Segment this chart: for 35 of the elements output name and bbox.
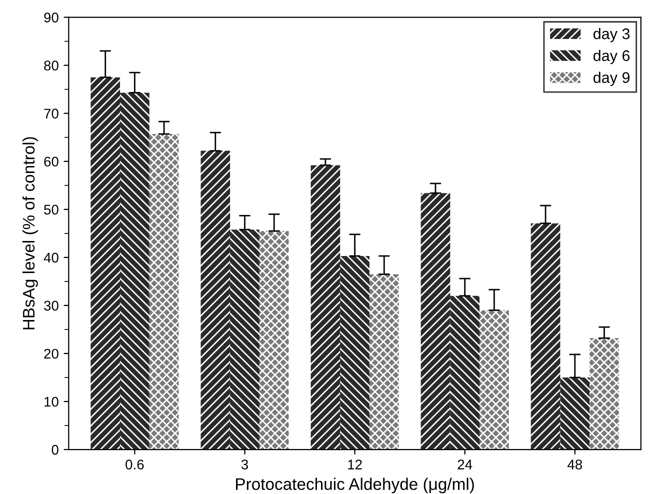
y-tick-label: 0 bbox=[52, 444, 58, 455]
bar bbox=[230, 230, 260, 450]
x-tick-label: 12 bbox=[348, 460, 362, 470]
x-tick-label: 24 bbox=[458, 460, 472, 470]
bar bbox=[149, 134, 179, 450]
x-axis-title: Protocatechuic Aldehyde (μg/ml) bbox=[236, 478, 474, 494]
legend-label: day 6 bbox=[593, 50, 630, 64]
bar bbox=[259, 231, 289, 450]
y-axis-title: HBsAg level (% of control) bbox=[22, 137, 38, 330]
legend-label: day 3 bbox=[593, 28, 630, 42]
bar bbox=[420, 193, 450, 450]
bar bbox=[200, 150, 230, 450]
y-tick-label: 20 bbox=[44, 348, 58, 359]
y-tick-label: 50 bbox=[44, 204, 58, 215]
y-tick-label: 90 bbox=[44, 12, 58, 22]
x-tick-label: 0.6 bbox=[126, 460, 144, 470]
y-tick-label: 70 bbox=[44, 108, 58, 119]
bar bbox=[90, 77, 120, 450]
y-tick-label: 30 bbox=[44, 300, 58, 311]
y-tick-label: 80 bbox=[44, 60, 58, 70]
legend-label: day 9 bbox=[593, 72, 630, 86]
bar bbox=[369, 274, 399, 450]
bar bbox=[120, 92, 150, 450]
x-tick-label: 3 bbox=[241, 460, 248, 470]
bar bbox=[590, 338, 619, 450]
y-tick-label: 40 bbox=[44, 252, 58, 263]
bar bbox=[310, 165, 340, 450]
bar bbox=[480, 310, 509, 450]
bar bbox=[450, 296, 480, 450]
y-tick-label: 10 bbox=[44, 396, 58, 407]
x-tick-label: 48 bbox=[567, 460, 582, 470]
bar bbox=[340, 256, 370, 450]
y-tick-label: 60 bbox=[44, 156, 58, 167]
bar bbox=[560, 378, 590, 450]
bar bbox=[530, 223, 560, 450]
